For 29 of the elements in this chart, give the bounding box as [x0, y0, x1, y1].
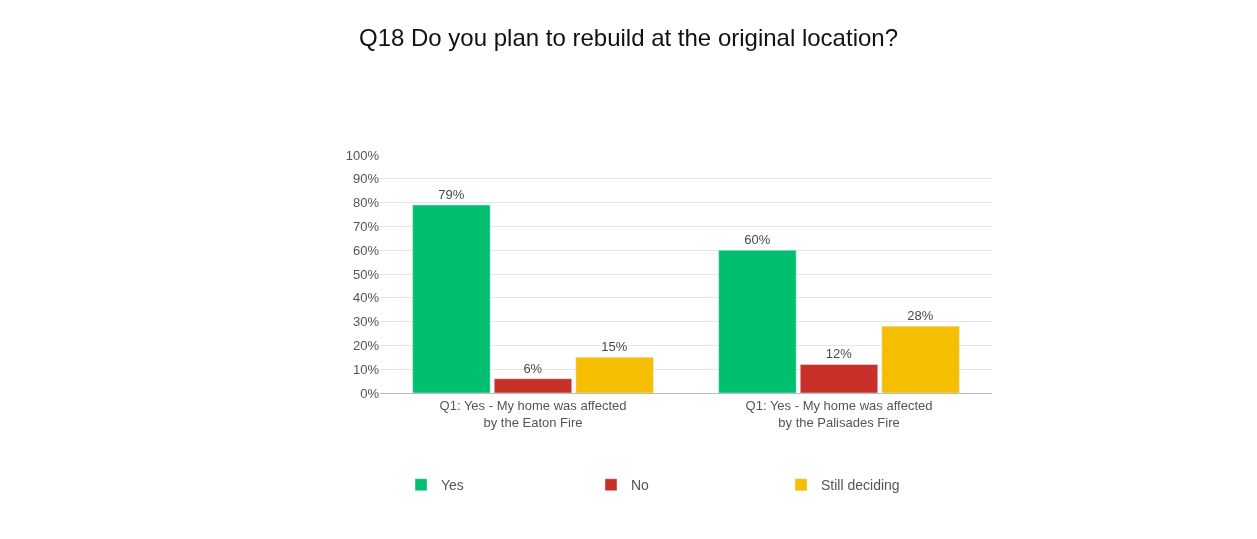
y-tick-label: 50%: [352, 266, 380, 282]
x-tick-label: Q1: Yes - My home was affected by the Palisades Fire: [745, 397, 933, 430]
data-label: 12%: [825, 346, 853, 362]
bar: [412, 204, 491, 393]
chart-title: Q18 Do you plan to rebuild at the original location?: [358, 24, 899, 52]
bar: [718, 249, 797, 393]
bar: [881, 326, 960, 393]
bar: [493, 378, 573, 393]
y-tick-label: 80%: [352, 195, 380, 211]
bar: [799, 364, 879, 393]
y-tick-label: 10%: [352, 361, 380, 377]
bar: [575, 357, 654, 393]
y-tick-label: 100%: [345, 147, 380, 163]
legend-label: Yes: [441, 477, 464, 494]
x-tick-label: Q1: Yes - My home was affected by the Eaton Fire: [439, 397, 627, 430]
data-label: 60%: [744, 232, 771, 248]
y-tick-label: 20%: [352, 337, 380, 353]
y-tick-label: 90%: [352, 171, 380, 187]
y-tick-label: 70%: [352, 218, 380, 234]
y-tick-label: 30%: [352, 314, 380, 330]
data-label: 79%: [438, 186, 465, 202]
y-tick-label: 40%: [352, 290, 380, 306]
legend-label: Still deciding: [821, 477, 900, 494]
y-tick-label: 0%: [360, 385, 380, 401]
data-label: 28%: [907, 308, 934, 324]
y-tick-label: 60%: [352, 242, 380, 258]
legend-label: No: [631, 477, 650, 494]
data-label: 15%: [601, 339, 628, 355]
data-label: 6%: [523, 360, 543, 376]
